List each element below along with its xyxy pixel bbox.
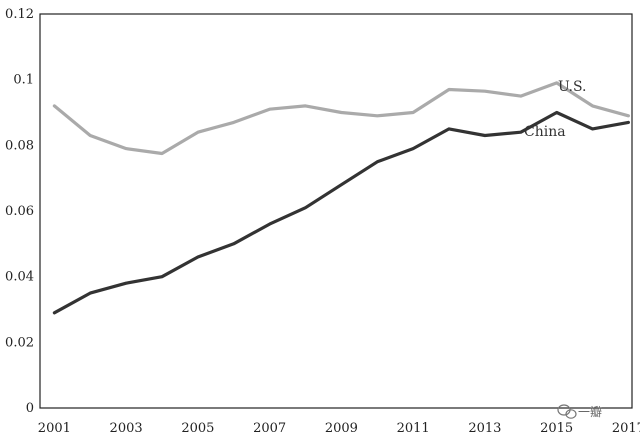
x-tick-label: 2017 <box>612 421 640 436</box>
series-layer <box>52 81 631 315</box>
y-tick-label: 0.02 <box>5 335 34 350</box>
x-tick-label: 2011 <box>397 421 430 436</box>
wechat-icon <box>557 404 577 419</box>
x-tick-label: 2005 <box>181 421 214 436</box>
series-label-china: China <box>524 124 566 140</box>
x-tick-label: 2015 <box>540 421 573 436</box>
x-tick-label: 2013 <box>468 421 501 436</box>
y-tick-label: 0 <box>26 401 34 416</box>
y-tick-label: 0.12 <box>5 7 34 22</box>
x-tick-label: 2001 <box>38 421 71 436</box>
x-axis-ticks: 2001 2003 2005 2007 2009 2011 2013 2015 2017 <box>38 421 640 436</box>
plot-frame <box>39 13 633 409</box>
x-tick-label: 2003 <box>110 421 143 436</box>
y-tick-label: 0.04 <box>5 270 34 285</box>
x-tick-label: 2009 <box>325 421 358 436</box>
series-line-us <box>52 81 631 156</box>
watermark-text: 一瓣 <box>578 405 602 419</box>
y-tick-label: 0.08 <box>5 138 34 153</box>
y-tick-label: 0.06 <box>5 204 34 219</box>
y-axis-ticks: 0 0.02 0.04 0.06 0.08 0.1 0.12 <box>5 7 34 416</box>
x-tick-label: 2007 <box>253 421 286 436</box>
watermark: 一瓣 <box>557 404 602 419</box>
series-label-us: U.S. <box>558 79 587 95</box>
series-line-china <box>52 110 631 315</box>
y-tick-label: 0.1 <box>13 73 34 88</box>
